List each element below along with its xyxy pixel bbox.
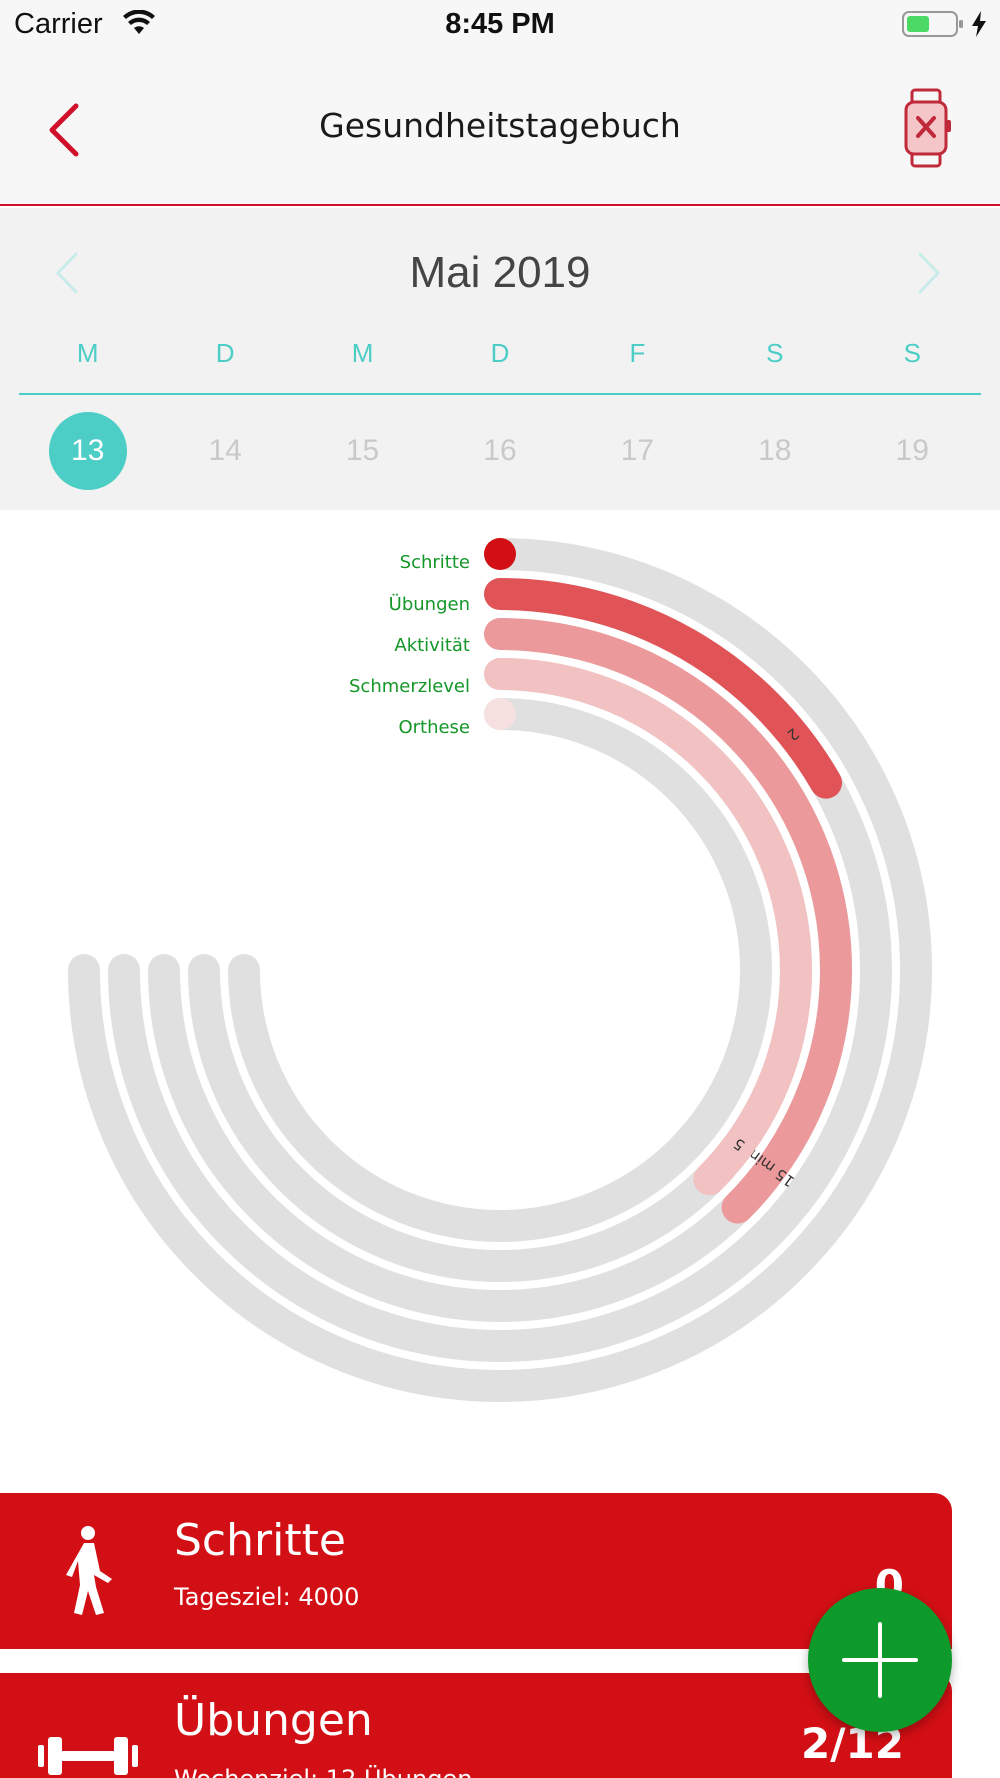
day-cell[interactable]: 16: [431, 406, 568, 496]
carrier-label: Carrier: [14, 8, 103, 40]
wifi-icon: [123, 10, 155, 34]
navigation-bar: Gesundheitstagebuch: [0, 50, 1000, 206]
day-number: 18: [758, 434, 792, 467]
card-schritte[interactable]: Schritte Tagesziel: 4000 0: [0, 1493, 952, 1649]
day-cell[interactable]: 17: [569, 406, 706, 496]
chevron-right-icon[interactable]: [914, 248, 944, 298]
ring-progress: [484, 658, 812, 1196]
day-cell[interactable]: 19: [844, 406, 981, 496]
day-number: 13: [48, 412, 127, 490]
ring-progress: [484, 578, 843, 799]
battery-icon: [902, 11, 963, 37]
ring-track: [68, 538, 932, 1402]
charging-bolt-icon: [972, 11, 986, 37]
clock: 8:45 PM: [445, 8, 555, 40]
status-bar: Carrier 8:45 PM: [0, 0, 1000, 50]
card-title: Schritte: [174, 1515, 346, 1566]
ring-start-dot: [484, 538, 516, 570]
ring-track: [228, 698, 772, 1242]
card-title: Übungen: [174, 1695, 373, 1746]
card-subtitle: Wochenziel: 12 Übungen: [174, 1765, 472, 1778]
weekday-label: F: [629, 338, 646, 368]
ring-label-schmerzlevel: Schmerzlevel: [349, 676, 470, 697]
walking-person-icon: [66, 1526, 112, 1615]
page-title: Gesundheitstagebuch: [319, 106, 681, 145]
month-title: Mai 2019: [409, 248, 591, 297]
ring-progress: [484, 618, 852, 1224]
weekday-label: S: [766, 338, 784, 368]
chevron-left-icon[interactable]: [52, 248, 82, 298]
ring-label-orthese: Orthese: [398, 717, 470, 738]
ring-label-uebungen: Übungen: [388, 594, 470, 615]
weekday-label: M: [351, 338, 374, 368]
watch-disconnected-icon[interactable]: [898, 88, 958, 168]
day-number: 19: [895, 434, 929, 467]
weekday-header: M D M D F S S: [19, 338, 981, 369]
day-cell[interactable]: 15: [294, 406, 431, 496]
card-subtitle: Tagesziel: 4000: [174, 1583, 360, 1611]
plus-icon: [842, 1622, 918, 1698]
add-entry-button[interactable]: [808, 1588, 952, 1732]
day-number: 14: [208, 434, 242, 467]
day-cell[interactable]: 18: [706, 406, 843, 496]
dumbbell-icon: [38, 1737, 138, 1775]
ring-label-schritte: Schritte: [399, 552, 470, 573]
day-number: 17: [620, 434, 655, 467]
weekday-label: D: [490, 338, 510, 368]
ring-label-aktivitaet: Aktivität: [394, 635, 470, 656]
ring-start-dot: [484, 698, 516, 730]
day-number: 16: [483, 434, 517, 467]
day-selected[interactable]: 13: [19, 406, 156, 496]
week-calendar: Mai 2019 M D M D F S S 13 14 15 16 17 18…: [0, 208, 1000, 510]
day-number: 15: [345, 434, 380, 467]
weekday-label: M: [76, 338, 99, 368]
radial-progress-chart: 2 15 min 5 Schritte Übungen Aktivität Schm…: [0, 510, 1000, 1450]
chevron-left-icon[interactable]: [40, 100, 90, 160]
calendar-divider: [19, 393, 981, 395]
day-cell[interactable]: 14: [156, 406, 293, 496]
weekday-label: D: [215, 338, 235, 368]
weekday-label: S: [903, 338, 921, 368]
day-row: 13 14 15 16 17 18 19: [19, 406, 981, 496]
